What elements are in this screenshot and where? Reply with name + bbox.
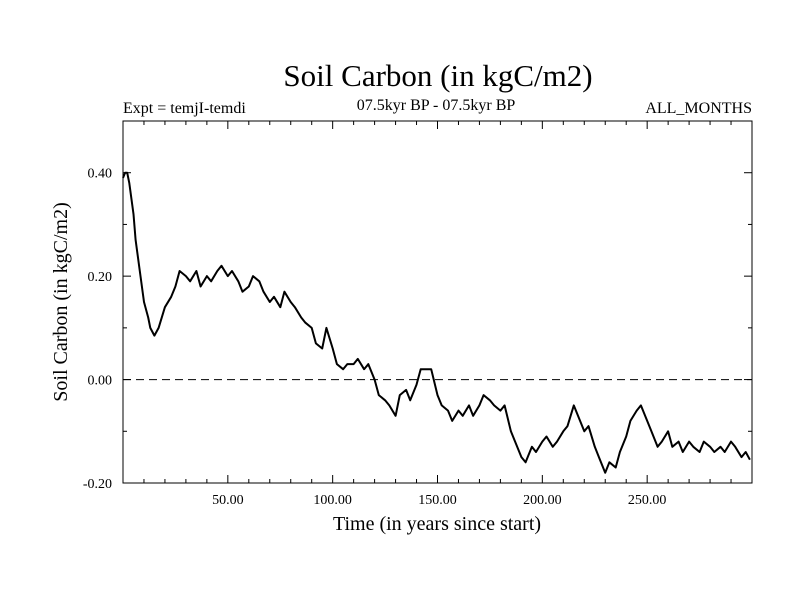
x-tick-label: 100.00 [313, 493, 352, 508]
x-axis-title: Time (in years since start) [333, 513, 541, 535]
months-label: ALL_MONTHS [645, 100, 752, 117]
x-tick-label: 200.00 [523, 493, 562, 508]
y-tick-label: -0.20 [83, 477, 112, 492]
y-axis-title: Soil Carbon (in kgC/m2) [50, 202, 72, 401]
y-axis: -0.20 0.00 0.20 0.40 [83, 167, 752, 492]
x-tick-label: 250.00 [628, 493, 667, 508]
x-axis: 50.00 100.00 150.00 200.00 250.00 [143, 121, 732, 508]
y-tick-label: 0.40 [88, 167, 113, 182]
soil-carbon-series-line [122, 171, 751, 474]
x-tick-label: 150.00 [418, 493, 457, 508]
experiment-label: Expt = temjI-temdi [123, 100, 246, 117]
y-tick-label: 0.20 [88, 270, 113, 285]
period-label: 07.5kyr BP - 07.5kyr BP [357, 97, 516, 114]
x-tick-label: 50.00 [212, 493, 244, 508]
plot-frame [122, 120, 753, 484]
chart-title: Soil Carbon (in kgC/m2) [283, 58, 592, 93]
y-tick-label: 0.00 [88, 374, 113, 389]
